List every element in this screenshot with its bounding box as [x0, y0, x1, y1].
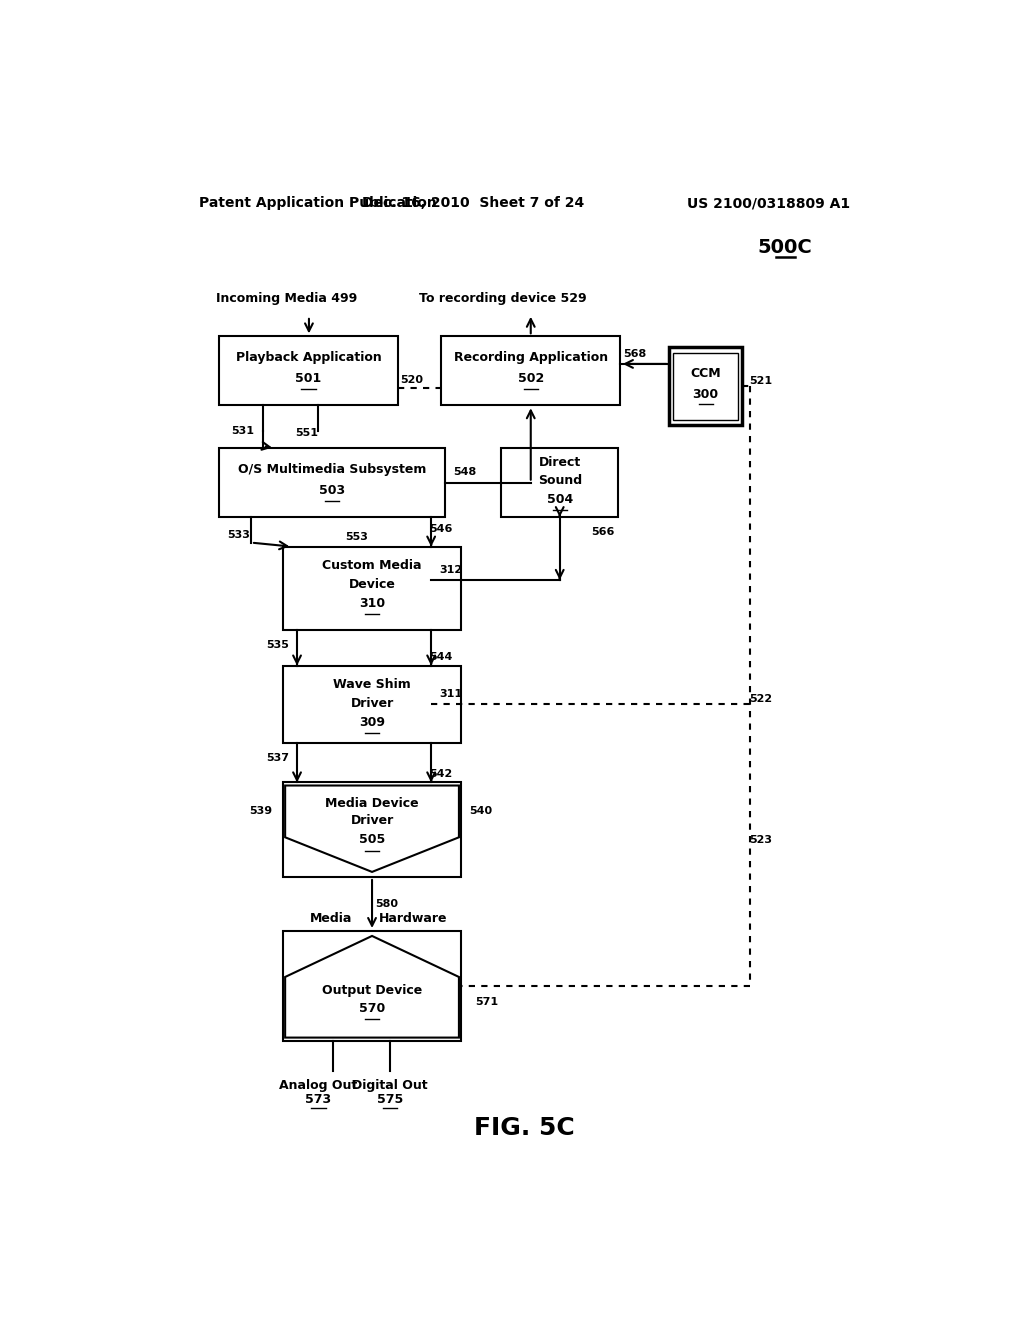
Text: Driver: Driver	[350, 813, 393, 826]
Text: Output Device: Output Device	[322, 983, 422, 997]
Text: 300: 300	[692, 388, 719, 401]
Text: 548: 548	[454, 467, 477, 478]
Text: Media Device: Media Device	[326, 797, 419, 809]
Text: 521: 521	[749, 376, 772, 385]
Text: Direct: Direct	[539, 455, 581, 469]
Text: FIG. 5C: FIG. 5C	[474, 1115, 575, 1140]
Text: 520: 520	[400, 375, 424, 385]
Text: 523: 523	[749, 834, 772, 845]
Text: 544: 544	[429, 652, 453, 663]
Text: Incoming Media 499: Incoming Media 499	[216, 292, 357, 305]
Polygon shape	[285, 936, 459, 1038]
Text: 580: 580	[375, 899, 397, 909]
Text: Playback Application: Playback Application	[236, 351, 381, 364]
Text: Patent Application Publication: Patent Application Publication	[200, 197, 437, 210]
Text: 546: 546	[429, 524, 453, 535]
Text: Driver: Driver	[350, 697, 393, 710]
Text: 309: 309	[359, 715, 385, 729]
Bar	[283, 546, 461, 630]
Bar	[283, 931, 461, 1040]
Text: 542: 542	[429, 770, 453, 779]
Text: 571: 571	[475, 997, 499, 1007]
Bar	[673, 352, 738, 420]
Text: 502: 502	[517, 372, 544, 385]
Text: 575: 575	[377, 1093, 403, 1106]
Text: Dec. 16, 2010  Sheet 7 of 24: Dec. 16, 2010 Sheet 7 of 24	[362, 197, 585, 210]
Text: Media: Media	[310, 912, 352, 925]
Text: 551: 551	[295, 428, 318, 438]
Text: 310: 310	[359, 597, 385, 610]
Text: Sound: Sound	[538, 474, 582, 487]
Text: Custom Media: Custom Media	[323, 560, 422, 573]
Bar	[283, 783, 461, 876]
Text: 505: 505	[358, 833, 385, 846]
Bar	[219, 337, 398, 405]
Text: 537: 537	[265, 754, 289, 763]
Polygon shape	[285, 785, 459, 873]
Text: 531: 531	[231, 426, 255, 436]
Text: 500C: 500C	[758, 239, 812, 257]
Text: US 2100/0318809 A1: US 2100/0318809 A1	[687, 197, 850, 210]
Text: Wave Shim: Wave Shim	[333, 678, 411, 692]
Text: 568: 568	[623, 348, 646, 359]
Bar	[501, 447, 618, 517]
Text: 504: 504	[547, 494, 572, 507]
Text: 501: 501	[295, 372, 322, 385]
Text: 566: 566	[592, 528, 615, 537]
Text: 311: 311	[439, 689, 463, 700]
Text: 503: 503	[319, 484, 345, 498]
Text: 553: 553	[345, 532, 368, 541]
Text: 539: 539	[249, 805, 272, 816]
Text: 312: 312	[439, 565, 463, 574]
Text: Recording Application: Recording Application	[454, 351, 608, 364]
Text: Analog Out: Analog Out	[280, 1078, 357, 1092]
Bar	[219, 447, 445, 517]
Text: Device: Device	[348, 578, 395, 591]
Text: Hardware: Hardware	[379, 912, 447, 925]
Text: Digital Out: Digital Out	[352, 1078, 428, 1092]
Text: To recording device 529: To recording device 529	[419, 292, 587, 305]
Text: O/S Multimedia Subsystem: O/S Multimedia Subsystem	[239, 463, 427, 477]
Text: 573: 573	[305, 1093, 332, 1106]
Bar	[283, 665, 461, 743]
Text: 535: 535	[266, 640, 289, 651]
Bar	[441, 337, 621, 405]
Bar	[670, 347, 742, 425]
Text: 522: 522	[749, 694, 772, 704]
Text: CCM: CCM	[690, 367, 721, 380]
Text: 570: 570	[358, 1002, 385, 1015]
Text: 540: 540	[470, 805, 493, 816]
Text: 533: 533	[227, 531, 251, 540]
